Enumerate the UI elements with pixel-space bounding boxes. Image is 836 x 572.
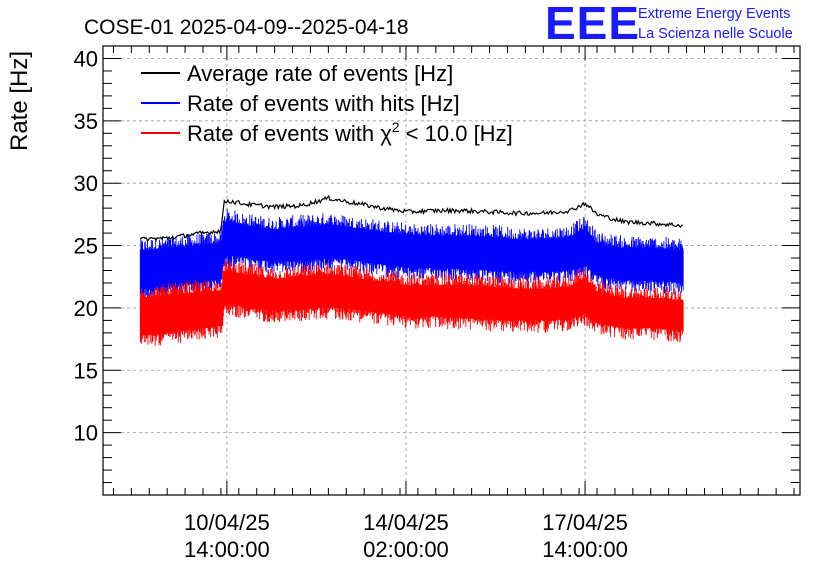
y-tick-label: 20	[74, 296, 98, 321]
x-tick-label-time: 14:00:00	[542, 537, 628, 562]
legend-label: Rate of events with hits [Hz]	[187, 91, 460, 116]
y-tick-label: 25	[74, 234, 98, 259]
y-tick-label: 35	[74, 109, 98, 134]
eee-logo: EEE	[545, 0, 641, 49]
x-tick-label-date: 14/04/25	[363, 510, 449, 535]
x-tick-label-time: 02:00:00	[363, 537, 449, 562]
x-tick-label-date: 17/04/25	[542, 510, 628, 535]
x-tick-label-time: 14:00:00	[184, 537, 270, 562]
series-band	[139, 208, 684, 301]
logo-line-1: Extreme Energy Events	[638, 6, 791, 22]
legend-label: Rate of events with χ2 < 10.0 [Hz]	[187, 119, 513, 146]
y-axis-label: Rate [Hz]	[6, 51, 33, 151]
logo-line-2: La Scienza nelle Scuole	[638, 26, 793, 42]
series-band-strokes	[139, 208, 684, 301]
series-layer	[139, 194, 684, 346]
x-tick-label-date: 10/04/25	[184, 510, 270, 535]
axes: 1015202530354010/04/2514:00:0014/04/2502…	[74, 45, 800, 562]
series-band-strokes	[139, 259, 684, 346]
y-tick-label: 30	[74, 171, 98, 196]
series-average-line	[139, 194, 684, 243]
y-tick-label: 15	[74, 358, 98, 383]
y-tick-label: 40	[74, 46, 98, 71]
chart-title: COSE-01 2025-04-09--2025-04-18	[84, 16, 409, 39]
series-band	[139, 259, 684, 346]
legend-label: Average rate of events [Hz]	[187, 61, 453, 86]
legend: Average rate of events [Hz] Rate of event…	[141, 61, 513, 146]
logo-caption: Extreme Energy Events La Scienza nelle S…	[638, 4, 793, 44]
y-tick-label: 10	[74, 421, 98, 446]
